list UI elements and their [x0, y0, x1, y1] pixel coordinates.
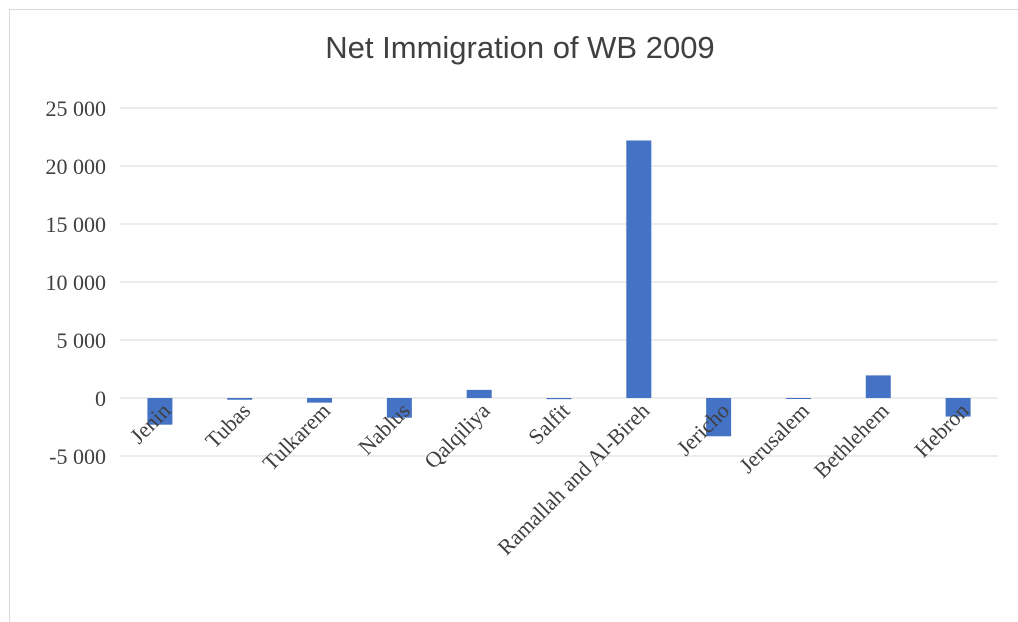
y-tick-label: 5 000 — [57, 328, 107, 353]
bar — [945, 398, 971, 417]
x-tick-label: Bethlehem — [809, 398, 894, 483]
y-tick-label: 15 000 — [46, 212, 107, 237]
x-tick-label: Salfit — [523, 398, 574, 449]
x-tick-label: Tulkarem — [257, 398, 335, 476]
x-tick-label: Hebron — [909, 398, 973, 462]
y-tick-label: 25 000 — [46, 96, 107, 121]
chart-title: Net Immigration of WB 2009 — [325, 30, 715, 65]
bar — [466, 389, 492, 398]
x-tick-label: Nablus — [353, 398, 415, 460]
x-tick-label: Ramallah and Al-Bireh — [492, 398, 654, 560]
y-tick-label: 0 — [95, 386, 106, 411]
y-tick-label: 20 000 — [46, 154, 107, 179]
bar — [706, 398, 732, 437]
x-tick-label: Jerusalem — [734, 398, 814, 478]
bar — [626, 140, 652, 399]
x-tick-label: Tubas — [200, 398, 255, 453]
bar — [227, 398, 253, 400]
bar — [785, 398, 811, 399]
y-tick-label: -5 000 — [49, 444, 106, 469]
bar — [147, 398, 173, 425]
x-tick-label: Qalqiliya — [419, 398, 495, 474]
bar — [386, 398, 412, 418]
bar — [546, 398, 572, 400]
chart-frame — [9, 9, 1018, 622]
y-tick-label: 10 000 — [46, 270, 107, 295]
bar — [865, 375, 891, 398]
bar — [307, 398, 333, 403]
